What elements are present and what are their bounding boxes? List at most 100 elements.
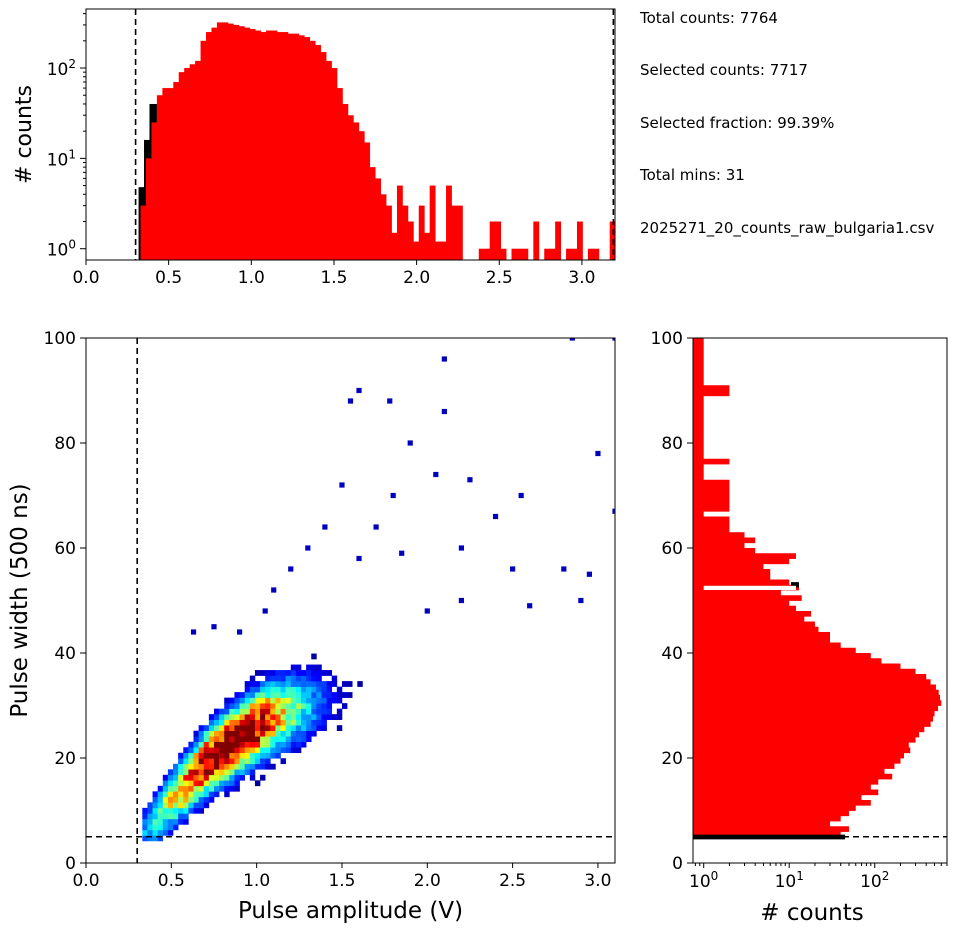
- heatmap-cell: [239, 736, 245, 743]
- heatmap-cell: [152, 807, 158, 814]
- heatmap-cell: [306, 714, 312, 720]
- heatmap-cell: [306, 664, 312, 671]
- amplitude-bar: [576, 221, 583, 260]
- heatmap-cell: [239, 703, 245, 709]
- amplitude-bar: [566, 248, 572, 260]
- heatmap-cell: [270, 730, 276, 737]
- width-bar: [693, 632, 831, 638]
- heatmap-cell: [183, 818, 189, 825]
- heatmap-cell: [280, 686, 286, 693]
- heatmap-cell: [224, 774, 230, 781]
- heatmap-cell: [295, 664, 302, 671]
- width-bar: [693, 752, 905, 759]
- heatmap-cell: [280, 681, 286, 687]
- heatmap-cell: [260, 763, 266, 770]
- heatmap-cell: [162, 774, 169, 781]
- heatmap-cell: [254, 758, 261, 765]
- heatmap-sparse-cell: [356, 387, 362, 394]
- width-bar: [693, 542, 745, 549]
- heatmap-cell: [260, 752, 266, 759]
- heatmap-cell: [142, 807, 148, 814]
- heatmap-cell: [306, 686, 312, 693]
- heatmap-cell: [275, 719, 281, 726]
- width-bar: [693, 506, 730, 512]
- heatmap-cell: [147, 824, 153, 831]
- width-bar: [693, 490, 730, 496]
- heatmap-cell: [326, 714, 333, 720]
- heatmap-cell: [152, 796, 158, 803]
- width-bar: [693, 716, 933, 722]
- width-bar: [693, 574, 771, 580]
- heatmap-sparse-cell: [612, 338, 615, 341]
- width-bar: [693, 411, 704, 418]
- heatmap-cell: [316, 719, 322, 726]
- heatmap-cell: [219, 758, 225, 765]
- width-bar: [693, 710, 935, 717]
- heatmap-cell: [244, 747, 251, 754]
- heatmap-cell: [157, 802, 164, 809]
- heatmap-cell: [260, 681, 266, 687]
- heatmap-cell: [260, 747, 266, 754]
- heatmap-cell: [254, 752, 261, 759]
- heatmap-cell: [219, 714, 225, 720]
- heatmap-cell: [311, 664, 317, 671]
- heatmap-cell: [260, 736, 266, 743]
- width-bar: [693, 805, 856, 811]
- heatmap-cell: [224, 741, 230, 748]
- amplitude-bar: [315, 44, 321, 260]
- heatmap-cell: [244, 708, 251, 715]
- heatmap-cell: [229, 774, 235, 781]
- width-bar: [693, 511, 704, 517]
- width-bar: [693, 700, 942, 706]
- heatmap-cell: [203, 730, 210, 737]
- amplitude-bar: [571, 248, 578, 260]
- heatmap-cell: [173, 785, 179, 792]
- heatmap-cell: [193, 802, 199, 809]
- heatmap-cell: [193, 807, 199, 814]
- heatmap-sparse-cell: [305, 545, 311, 551]
- heatmap-cell: [239, 747, 245, 754]
- heatmap-sparse-cell: [407, 440, 413, 446]
- heatmap-cell: [270, 670, 276, 676]
- heatmap-cell: [193, 785, 199, 792]
- heatmap-cell: [244, 714, 251, 720]
- heatmap-cell: [183, 796, 189, 803]
- heatmap-cell: [244, 686, 251, 693]
- amplitude-bar: [478, 248, 485, 260]
- heatmap-cell: [306, 736, 312, 743]
- heatmap-cell: [265, 686, 271, 693]
- heatmap-cell: [239, 692, 245, 698]
- heatmap-cell: [208, 763, 215, 770]
- width-bar: [693, 401, 704, 407]
- heatmap-cell: [254, 670, 261, 676]
- width-bar: [693, 458, 730, 465]
- heatmap-cell: [162, 818, 169, 825]
- width-bar: [693, 789, 879, 796]
- width-bar: [693, 369, 704, 376]
- heatmap-cell: [290, 697, 297, 704]
- width-bar: [693, 395, 704, 402]
- heatmap-cell: [290, 747, 297, 754]
- width-bar: [693, 695, 941, 701]
- heatmap-cell: [249, 725, 256, 731]
- heatmap-cell: [183, 774, 189, 781]
- width-bar: [693, 437, 704, 444]
- heatmap-cell: [198, 763, 205, 770]
- heatmap-cell: [347, 681, 353, 687]
- width-bar: [693, 637, 831, 643]
- heatmap-cell: [254, 730, 261, 737]
- width-bar: [693, 726, 925, 733]
- amplitude-bar: [511, 248, 518, 260]
- heatmap-cell: [290, 670, 297, 676]
- x-tick-label: 0.5: [155, 268, 182, 288]
- width-bar: [693, 553, 796, 559]
- x-tick-label: 101: [775, 869, 804, 892]
- heatmap-cell: [326, 692, 333, 698]
- amplitude-bar: [184, 68, 191, 260]
- x-tick-label: 2.0: [403, 268, 430, 288]
- heatmap-sparse-cell: [586, 571, 593, 577]
- heatmap-cell: [183, 747, 189, 754]
- heatmap-cell: [162, 785, 169, 792]
- heatmap-cell: [229, 780, 235, 787]
- heatmap-cell: [311, 653, 317, 660]
